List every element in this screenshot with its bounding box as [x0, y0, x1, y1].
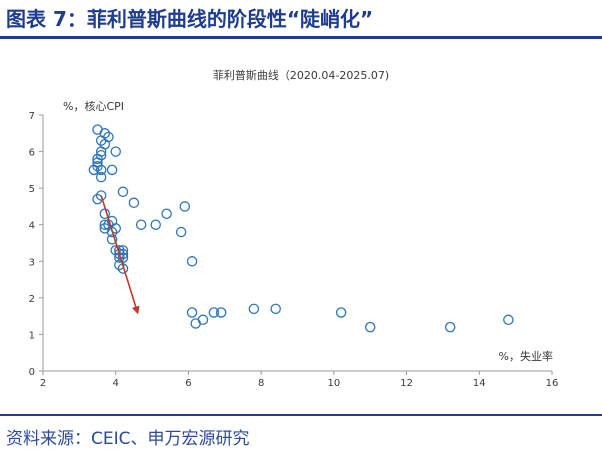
data-point [92, 160, 103, 172]
trend-arrow [100, 195, 140, 315]
data-point [161, 208, 172, 219]
y-tick-label: 2 [29, 294, 35, 305]
data-point [364, 321, 376, 333]
data-point [186, 307, 198, 318]
x-tick-label: 2 [40, 378, 46, 389]
y-axis-label: %，核心CPI [63, 100, 125, 113]
data-point [114, 248, 125, 260]
data-point [135, 219, 147, 230]
data-point [150, 219, 161, 230]
chart-title: 菲利普斯曲线（2020.04-2025.07) [212, 69, 390, 82]
y-tick-label: 6 [29, 148, 35, 159]
data-point [335, 307, 347, 318]
data-point [88, 164, 100, 176]
x-tick-label: 16 [546, 378, 559, 389]
data-point [106, 234, 118, 245]
data-point [95, 171, 107, 183]
y-tick-label: 1 [29, 330, 35, 341]
data-point [208, 307, 220, 318]
title-divider [0, 36, 602, 39]
x-tick-label: 10 [327, 378, 340, 389]
data-point [444, 321, 456, 333]
data-point [95, 164, 107, 176]
footer-divider [0, 414, 602, 416]
data-point [117, 186, 129, 198]
data-point [179, 201, 191, 212]
data-point [270, 303, 281, 315]
y-tick-label: 0 [29, 367, 35, 378]
x-tick-label: 6 [185, 378, 191, 389]
data-point [99, 219, 111, 230]
y-tick-label: 5 [29, 184, 35, 195]
data-point [95, 135, 107, 146]
data-point [503, 314, 514, 326]
data-point [106, 226, 118, 238]
x-tick-label: 8 [258, 378, 264, 389]
data-point [215, 307, 227, 318]
data-point [248, 303, 260, 315]
data-point [95, 190, 107, 201]
data-point [110, 146, 121, 157]
data-point [190, 318, 201, 329]
data-point [117, 248, 129, 260]
y-tick-label: 7 [29, 111, 35, 122]
x-tick-label: 12 [400, 378, 413, 389]
data-point [128, 197, 140, 209]
figure-title: 图表 7：菲利普斯曲线的阶段性“陡峭化” [6, 7, 374, 31]
data-point [186, 256, 198, 267]
data-point [175, 226, 187, 238]
x-tick-label: 4 [113, 378, 119, 389]
data-point [92, 153, 103, 165]
data-point [106, 164, 118, 176]
data-point [114, 259, 125, 271]
y-tick-label: 4 [29, 221, 35, 232]
source-note: 资料来源：CEIC、申万宏源研究 [6, 429, 250, 449]
y-tick-label: 3 [29, 257, 35, 268]
x-axis-label: %，失业率 [498, 350, 553, 363]
x-tick-label: 14 [473, 378, 486, 389]
